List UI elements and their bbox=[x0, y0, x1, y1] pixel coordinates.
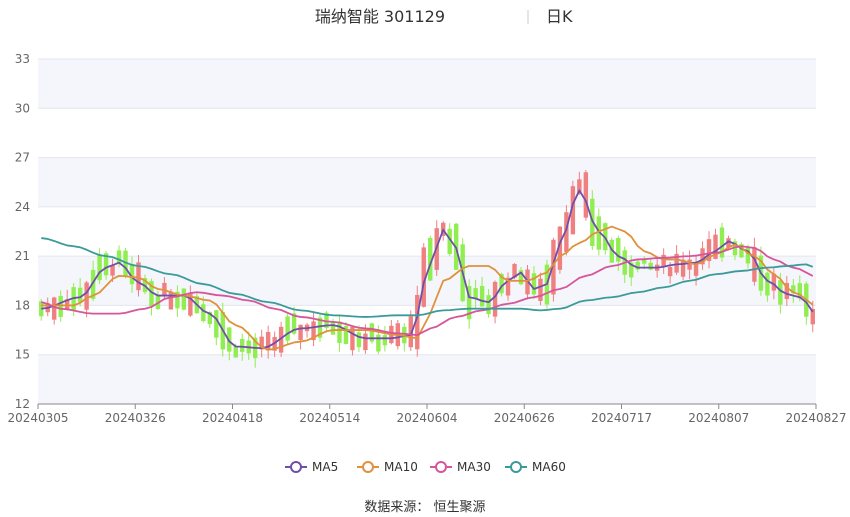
candle bbox=[687, 250, 692, 280]
svg-text:MA10: MA10 bbox=[384, 460, 418, 474]
y-tick-label: 21 bbox=[15, 249, 30, 263]
moving-average-lines bbox=[41, 189, 814, 351]
y-tick-label: 30 bbox=[15, 101, 30, 115]
candle bbox=[304, 322, 310, 338]
y-tick-label: 15 bbox=[15, 348, 30, 362]
x-tick-label: 20240418 bbox=[202, 411, 263, 425]
y-tick-label: 33 bbox=[15, 52, 30, 66]
y-tick-label: 27 bbox=[15, 151, 30, 165]
candle bbox=[402, 323, 407, 352]
svg-text:MA5: MA5 bbox=[312, 460, 338, 474]
x-axis: 20240305 20240326 20240418 20240514 20240604… bbox=[7, 403, 847, 425]
legend-item-ma30[interactable]: MA30 bbox=[430, 460, 491, 474]
x-tick-label: 20240827 bbox=[785, 411, 846, 425]
candle bbox=[428, 235, 433, 282]
y-tick-label: 18 bbox=[15, 298, 30, 312]
plot-band bbox=[38, 157, 816, 207]
chart-title: 瑞纳智能 301129 bbox=[315, 7, 445, 26]
candle bbox=[278, 321, 284, 357]
x-tick-label: 20240604 bbox=[396, 411, 457, 425]
candle bbox=[479, 277, 485, 307]
legend-item-ma10[interactable]: MA10 bbox=[357, 460, 418, 474]
candle bbox=[765, 271, 770, 302]
candle bbox=[784, 275, 790, 306]
candle bbox=[531, 265, 537, 300]
candle bbox=[771, 266, 777, 300]
candle bbox=[343, 322, 349, 345]
candle bbox=[810, 300, 815, 333]
y-axis: 12 15 18 21 24 27 30 33 bbox=[15, 52, 30, 411]
candle bbox=[149, 278, 154, 316]
candle bbox=[538, 272, 543, 306]
y-tick-label: 12 bbox=[15, 397, 30, 411]
legend[interactable]: MA5 MA10 MA30 MA60 bbox=[285, 460, 566, 474]
chart-subtitle: 日K bbox=[546, 7, 573, 26]
candle bbox=[181, 288, 187, 311]
candle bbox=[466, 279, 472, 329]
plot-band bbox=[38, 354, 816, 404]
candle bbox=[265, 325, 271, 359]
candle bbox=[259, 329, 264, 358]
candle bbox=[201, 296, 206, 323]
candle bbox=[732, 238, 738, 261]
grid-lines bbox=[38, 58, 816, 405]
candle bbox=[791, 279, 796, 303]
candle bbox=[745, 244, 751, 269]
legend-item-ma5[interactable]: MA5 bbox=[285, 460, 338, 474]
candle bbox=[214, 310, 219, 346]
x-tick-label: 20240807 bbox=[688, 411, 749, 425]
plot-background bbox=[38, 59, 816, 404]
candle bbox=[492, 280, 498, 324]
ma-line-ma10 bbox=[41, 225, 814, 351]
svg-text:MA30: MA30 bbox=[457, 460, 491, 474]
candle bbox=[52, 296, 57, 325]
candle bbox=[175, 285, 180, 317]
plot-band bbox=[38, 59, 816, 109]
data-source: 数据来源： 恒生聚源 bbox=[364, 500, 485, 515]
candle bbox=[129, 256, 135, 293]
x-tick-label: 20240626 bbox=[494, 411, 555, 425]
y-tick-label: 24 bbox=[15, 200, 30, 214]
candle bbox=[421, 243, 426, 308]
candle bbox=[557, 225, 563, 274]
candle bbox=[739, 242, 744, 259]
x-tick-label: 20240514 bbox=[299, 411, 360, 425]
legend-item-ma60[interactable]: MA60 bbox=[505, 460, 566, 474]
candle bbox=[408, 310, 413, 352]
candle bbox=[285, 312, 290, 346]
candle bbox=[486, 288, 491, 318]
candle bbox=[505, 272, 511, 301]
candle bbox=[752, 237, 757, 286]
candle bbox=[415, 285, 420, 357]
x-tick-label: 20240326 bbox=[105, 411, 166, 425]
candle bbox=[700, 241, 705, 270]
candle bbox=[661, 248, 666, 274]
x-tick-label: 20240717 bbox=[591, 411, 652, 425]
candle bbox=[518, 266, 524, 286]
ma-line-ma30 bbox=[41, 245, 814, 336]
candle bbox=[188, 285, 193, 318]
candle bbox=[583, 169, 589, 221]
candle bbox=[473, 279, 478, 309]
candle bbox=[635, 259, 640, 273]
x-tick-label: 20240305 bbox=[7, 411, 68, 425]
candle bbox=[317, 314, 323, 342]
candle bbox=[350, 326, 355, 356]
candle bbox=[227, 326, 232, 361]
candle bbox=[136, 254, 141, 297]
svg-text:MA60: MA60 bbox=[532, 460, 566, 474]
ma-line-ma60 bbox=[41, 237, 814, 318]
ma-line-ma5 bbox=[41, 189, 814, 350]
candle bbox=[706, 231, 712, 269]
candle bbox=[719, 222, 725, 262]
candle bbox=[369, 322, 375, 344]
